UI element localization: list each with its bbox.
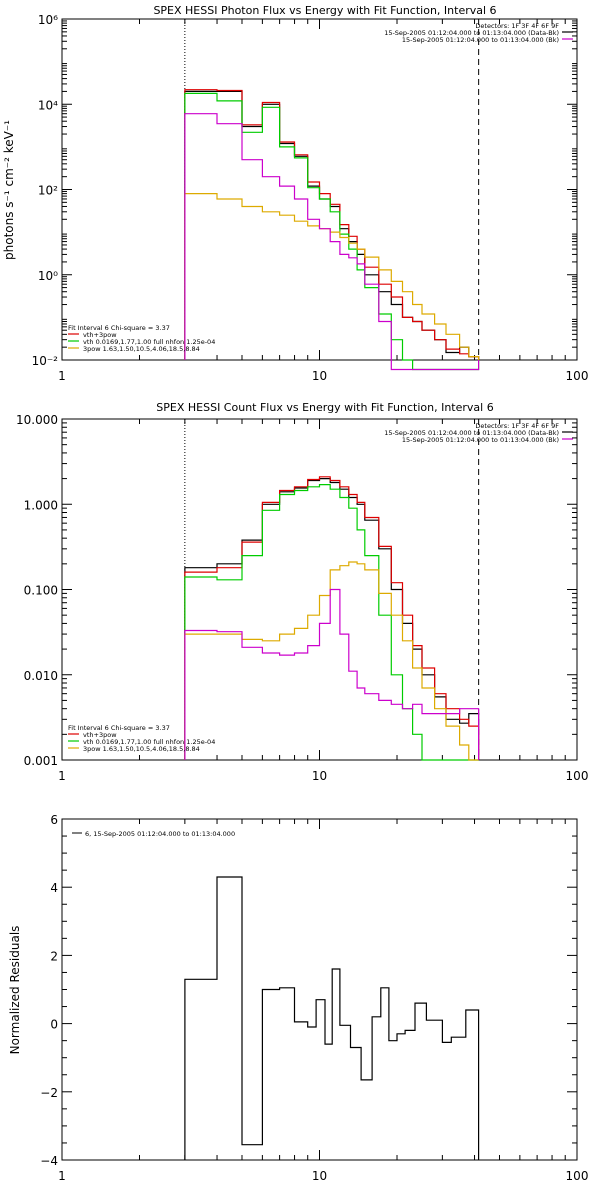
x-tick-label: 10 bbox=[312, 369, 327, 383]
y-tick-label: 10.000 bbox=[16, 413, 58, 427]
y-tick-label: 4 bbox=[50, 881, 58, 895]
legend-text: 15-Sep-2005 01:12:04.000 to 01:13:04.000… bbox=[384, 429, 559, 437]
y-tick-label: 10⁶ bbox=[38, 13, 58, 27]
count-flux-chart: SPEX HESSI Count Flux vs Energy with Fit… bbox=[61, 401, 578, 761]
legend-text: 6, 15-Sep-2005 01:12:04.000 to 01:13:04.… bbox=[85, 830, 235, 838]
series-line-2 bbox=[184, 476, 480, 760]
series-line-1 bbox=[184, 478, 480, 760]
y-tick-label: 0 bbox=[50, 1018, 58, 1032]
fit-legend-text: vth 0.0169,1.77,1.00 full nhfon 1.25e-04 bbox=[83, 738, 215, 746]
legend-text: Detectors: 1F 3F 4F 6F 9F bbox=[475, 422, 559, 430]
legend-text: 15-Sep-2005 01:12:04.000 to 01:13:04.000… bbox=[402, 436, 559, 444]
residuals-chart: Normalized Residuals bbox=[8, 818, 578, 1161]
fit-legend-text: 3pow 1.63,1.50,10.5,4.06,18.5,8.84 bbox=[83, 745, 200, 753]
y-tick-label: 2 bbox=[50, 949, 58, 963]
panel-1-marks: 1 10 100 10⁻² 10⁰ 10² 10⁴ 10⁶ Detectors: 1F 3F 4… bbox=[32, 13, 589, 383]
photon-flux-chart: SPEX HESSI Photon Flux vs Energy with Fi… bbox=[2, 4, 578, 361]
fit-legend-text: Fit Interval 6 Chi-square = 3.37 bbox=[68, 724, 170, 732]
panel-3-marks: 1 10 100 −4 −2 0 2 4 6 6, 15-Sep-2005 01:12:04.00… bbox=[40, 813, 588, 1183]
fit-legend-text: vth 0.0169,1.77,1.00 full nhfon 1.25e-04 bbox=[83, 338, 215, 346]
y-tick-label: 6 bbox=[50, 813, 58, 827]
x-tick-label: 10 bbox=[312, 769, 327, 783]
fit-legend-text: Fit Interval 6 Chi-square = 3.37 bbox=[68, 324, 170, 332]
fit-legend-text: 3pow 1.63,1.50,10.5,4.06,18.5,8.84 bbox=[83, 345, 200, 353]
photon-chart-title: SPEX HESSI Photon Flux vs Energy with Fi… bbox=[153, 4, 496, 17]
x-tick-label: 100 bbox=[566, 369, 589, 383]
x-tick-label: 100 bbox=[566, 1169, 589, 1183]
y-tick-label: 10⁴ bbox=[38, 98, 58, 112]
series-line-3 bbox=[184, 484, 479, 761]
count-chart-title: SPEX HESSI Count Flux vs Energy with Fit… bbox=[156, 401, 493, 414]
series-line-4 bbox=[184, 561, 479, 761]
y-tick-label: 1.000 bbox=[24, 498, 58, 512]
y-tick-label: 10⁰ bbox=[38, 269, 58, 283]
legend-text: Detectors: 1F 3F 4F 6F 9F bbox=[475, 22, 559, 30]
x-tick-label: 100 bbox=[566, 769, 589, 783]
residuals-plot-frame bbox=[61, 818, 578, 1161]
y-tick-label: −4 bbox=[40, 1154, 58, 1168]
series-line-1 bbox=[184, 876, 480, 1160]
x-tick-label: 1 bbox=[58, 769, 66, 783]
series-line-5 bbox=[184, 113, 480, 371]
count-plot-frame bbox=[61, 418, 578, 761]
fit-legend-text: vth+3pow bbox=[83, 331, 117, 339]
x-tick-label: 1 bbox=[58, 1169, 66, 1183]
x-tick-label: 1 bbox=[58, 369, 66, 383]
y-tick-label: 0.001 bbox=[24, 754, 58, 768]
series-line-5 bbox=[184, 588, 480, 760]
x-tick-label: 10 bbox=[312, 1169, 327, 1183]
y-tick-label: 0.010 bbox=[24, 669, 58, 683]
series-line-4 bbox=[184, 193, 480, 360]
series-line-3 bbox=[184, 92, 480, 371]
photon-chart-ylabel: photons s⁻¹ cm⁻² keV⁻¹ bbox=[2, 120, 16, 260]
y-tick-label: 10⁻² bbox=[32, 354, 59, 368]
fit-legend-text: vth+3pow bbox=[83, 731, 117, 739]
legend-text: 15-Sep-2005 01:12:04.000 to 01:13:04.000… bbox=[384, 29, 559, 37]
residuals-chart-ylabel: Normalized Residuals bbox=[8, 926, 22, 1055]
y-tick-label: −2 bbox=[40, 1086, 58, 1100]
legend-text: 15-Sep-2005 01:12:04.000 to 01:13:04.000… bbox=[402, 36, 559, 44]
y-tick-label: 10² bbox=[38, 184, 58, 198]
panel-2-marks: 1 10 100 0.001 0.010 0.100 1.000 10.000 Detector… bbox=[16, 413, 588, 783]
y-tick-label: 0.100 bbox=[24, 584, 58, 598]
